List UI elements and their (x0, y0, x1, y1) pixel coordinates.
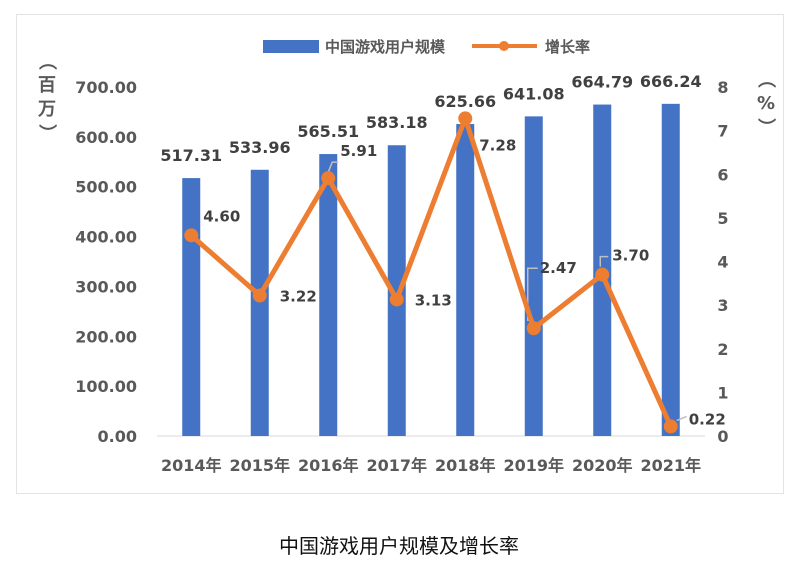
bar-value-label: 533.96 (229, 138, 291, 157)
bar (661, 103, 680, 436)
rate-value-label: 0.22 (689, 410, 726, 428)
right-axis-tick-label: 3 (717, 296, 728, 315)
right-axis-tick-label: 1 (717, 383, 728, 402)
combo-chart: 中国游戏用户规模 增长率 （百万） （%） 0.00100.00200.0030… (36, 38, 776, 475)
legend-swatch-bar (263, 40, 319, 53)
rate-marker (526, 321, 541, 336)
rate-value-label: 2.47 (540, 259, 577, 277)
left-axis-tick-label: 0.00 (98, 427, 137, 446)
right-axis-tick-label: 5 (717, 209, 728, 228)
right-axis-tick-label: 7 (717, 122, 728, 141)
bar (319, 154, 338, 437)
legend: 中国游戏用户规模 增长率 (263, 38, 590, 56)
x-axis-tick-label: 2018年 (435, 456, 496, 475)
x-axis-ticks: 2014年 2015年 2016年 2017年 2018年 2019年 2020年 2021年 (161, 456, 701, 475)
x-axis-tick-label: 2019年 (503, 456, 564, 475)
right-axis-tick-label: 8 (717, 78, 728, 97)
rate-value-label: 5.91 (340, 142, 377, 160)
rate-marker (595, 267, 610, 282)
right-axis-unit-char: （ (755, 70, 776, 88)
rate-value-label: 4.60 (203, 207, 240, 225)
left-axis-tick-label: 500.00 (75, 178, 137, 197)
x-axis-tick-label: 2017年 (366, 456, 427, 475)
rate-marker (389, 292, 404, 307)
figure-caption: 中国游戏用户规模及增长率 (279, 534, 519, 558)
legend-swatch-marker (499, 41, 509, 51)
leader-lines (327, 161, 688, 422)
bar (387, 145, 406, 437)
rate-value-label: 7.28 (479, 136, 516, 154)
bar-series (182, 103, 680, 437)
right-axis-unit: （% ） (755, 70, 776, 136)
left-axis-unit-char: （ (36, 52, 57, 70)
bar-value-label: 565.51 (297, 122, 359, 141)
rate-value-label: 3.70 (612, 247, 649, 265)
bar-value-label: 625.66 (434, 92, 496, 111)
right-axis-tick-label: 4 (717, 253, 728, 272)
x-axis-tick-label: 2016年 (298, 456, 359, 475)
bar (182, 178, 201, 436)
leader-line (599, 255, 609, 267)
left-axis-unit-char: 百 (38, 75, 56, 96)
bar (524, 116, 543, 437)
rate-marker (663, 419, 678, 434)
right-axis-tick-label: 0 (717, 427, 728, 446)
x-axis-tick-label: 2021年 (640, 456, 701, 475)
left-axis-unit-char: 万 (37, 99, 56, 120)
bar-value-label: 583.18 (366, 113, 428, 132)
rate-marker (252, 288, 267, 303)
legend-label-line: 增长率 (545, 38, 590, 56)
leader-line (327, 161, 339, 173)
left-axis-ticks: 0.00 100.00 200.00 300.00 400.00 500.00 600.00… (75, 78, 137, 446)
bar (250, 169, 269, 436)
rate-value-labels: 4.60 3.22 5.91 3.13 7.28 2.47 3.70 0.22 (203, 136, 726, 428)
x-axis-tick-label: 2015年 (229, 456, 290, 475)
bar-value-label: 664.79 (571, 73, 633, 92)
right-axis-tick-label: 6 (717, 165, 728, 184)
rate-marker (184, 228, 199, 243)
rate-value-label: 3.13 (415, 291, 452, 309)
right-axis-unit-char: % (757, 93, 775, 114)
left-axis-tick-label: 200.00 (75, 327, 137, 346)
bar-value-label: 517.31 (160, 146, 222, 165)
left-axis-tick-label: 700.00 (75, 78, 137, 97)
left-axis-unit-char: ） (36, 124, 57, 142)
bar (456, 124, 475, 437)
rate-value-label: 3.22 (280, 288, 317, 306)
chart-frame: 中国游戏用户规模 增长率 （百万） （%） 0.00 100.00 200.00 30… (16, 14, 784, 494)
x-axis-tick-label: 2020年 (572, 456, 633, 475)
bar-value-label: 666.24 (640, 72, 702, 91)
left-axis-tick-label: 600.00 (75, 128, 137, 147)
legend-label-bar: 中国游戏用户规模 (325, 38, 446, 56)
rate-series (184, 111, 678, 434)
rate-marker (458, 111, 473, 126)
bar-value-labels: 517.31 533.96 565.51 583.18 625.66 641.08 664.… (160, 72, 701, 165)
right-axis-ticks: 0 1 2 3 4 5 6 7 8 (717, 78, 728, 446)
rate-marker (321, 171, 336, 186)
left-axis-tick-label: 400.00 (75, 228, 137, 247)
right-axis-unit-char: ） (755, 118, 776, 136)
bar-value-label: 641.08 (503, 84, 565, 103)
left-axis-tick-label: 300.00 (75, 277, 137, 296)
left-axis-tick-label: 100.00 (75, 377, 137, 396)
x-axis-tick-label: 2014年 (161, 456, 222, 475)
rate-line (189, 115, 674, 428)
right-axis-tick-label: 2 (717, 340, 728, 359)
leader-line (676, 415, 688, 422)
left-axis-unit: （ 百万 ） (36, 52, 57, 142)
